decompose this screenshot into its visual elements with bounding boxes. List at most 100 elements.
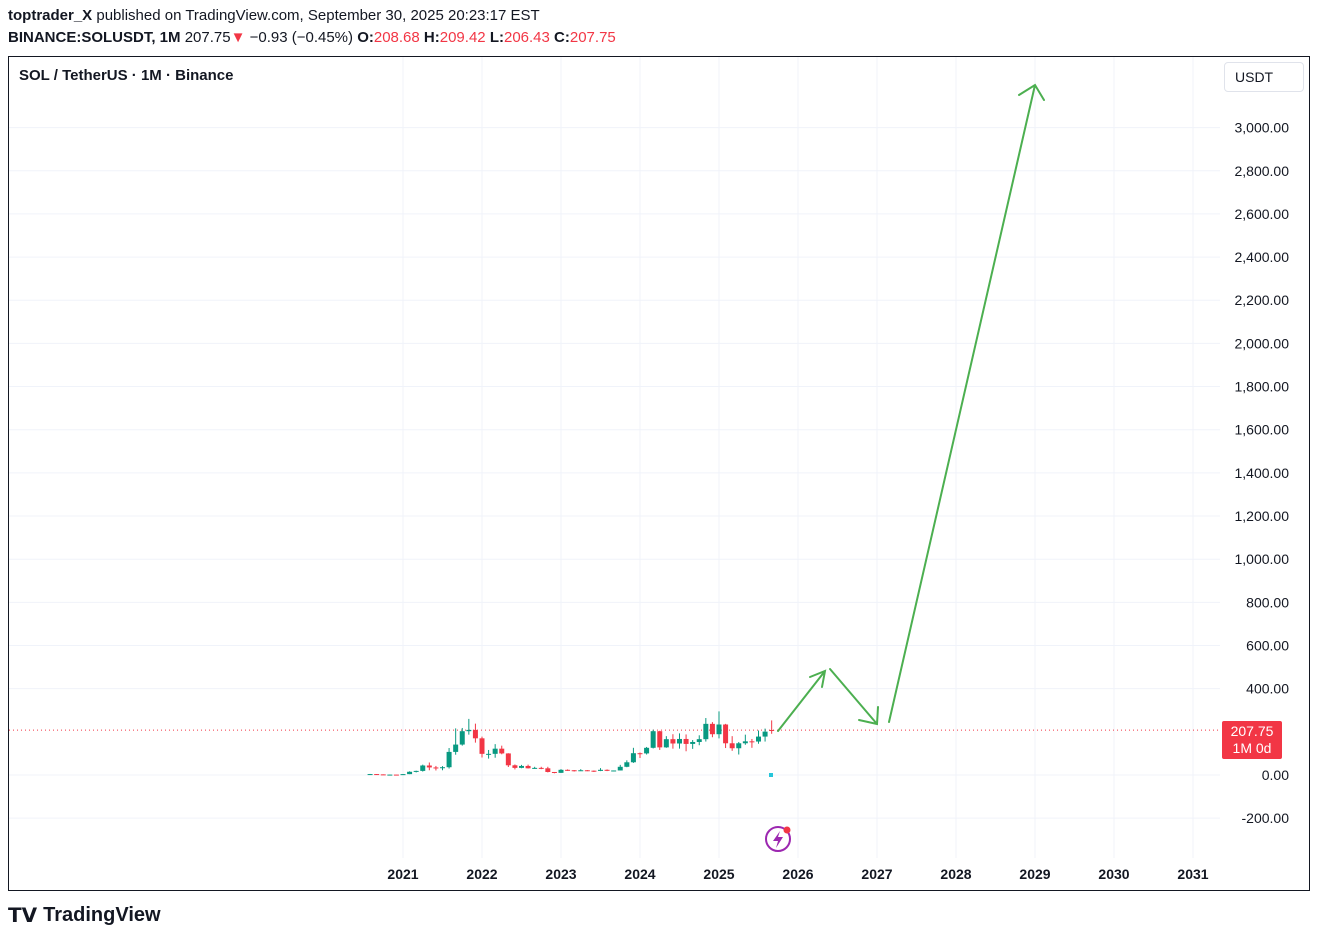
lightning-icon[interactable] — [765, 826, 791, 852]
y-tick-label: 3,000.00 — [1235, 120, 1290, 136]
candle[interactable] — [426, 762, 432, 771]
candle[interactable] — [584, 770, 590, 772]
arrow-down — [829, 668, 879, 726]
chart-frame[interactable] — [8, 56, 1310, 891]
y-tick-label: 1,000.00 — [1235, 551, 1290, 567]
symbol-info: BINANCE:SOLUSDT, 1M 207.75▼ −0.93 (−0.45… — [8, 29, 616, 46]
candle[interactable] — [729, 736, 735, 751]
candle[interactable] — [492, 744, 498, 758]
candle[interactable] — [683, 734, 689, 752]
candle[interactable] — [558, 769, 564, 773]
candle[interactable] — [650, 729, 656, 749]
candle[interactable] — [499, 745, 505, 755]
candle-body — [367, 774, 373, 776]
y-tick-label: 2,800.00 — [1235, 163, 1290, 179]
candle[interactable] — [723, 723, 729, 749]
candle[interactable] — [453, 728, 459, 755]
x-tick-label: 2026 — [782, 866, 813, 882]
candle[interactable] — [624, 760, 630, 768]
x-tick-label: 2030 — [1098, 866, 1129, 882]
candle[interactable] — [374, 774, 380, 776]
candle[interactable] — [519, 764, 524, 769]
candle[interactable] — [736, 741, 742, 755]
candle[interactable] — [657, 730, 663, 750]
candle-body — [479, 738, 485, 754]
y-tick-label: 2,200.00 — [1235, 292, 1290, 308]
candle[interactable] — [407, 771, 413, 775]
candle[interactable] — [756, 730, 761, 744]
y-tick-label: 2,400.00 — [1235, 249, 1290, 265]
candle-body — [604, 769, 610, 771]
candle[interactable] — [604, 769, 610, 772]
candle[interactable] — [617, 764, 623, 771]
change: −0.93 (−0.45%) — [249, 29, 354, 46]
candle[interactable] — [591, 770, 597, 772]
candle[interactable] — [420, 764, 426, 772]
currency-button[interactable]: USDT — [1224, 62, 1304, 92]
close-label: C: — [554, 29, 570, 46]
candle[interactable] — [670, 734, 676, 749]
candle[interactable] — [545, 766, 551, 773]
arrow-drawings[interactable] — [777, 83, 1045, 732]
candle-body — [769, 729, 775, 731]
candle[interactable] — [578, 769, 584, 772]
candle[interactable] — [716, 711, 722, 739]
candle[interactable] — [479, 736, 485, 758]
candle[interactable] — [512, 764, 518, 770]
x-tick-label: 2029 — [1019, 866, 1050, 882]
candle[interactable] — [630, 747, 636, 763]
candle[interactable] — [440, 766, 445, 771]
candle[interactable] — [459, 727, 465, 746]
candle[interactable] — [433, 765, 439, 771]
candle[interactable] — [525, 764, 531, 769]
tradingview-logo[interactable]: 𝗧𝗩 TradingView — [8, 903, 161, 928]
candle[interactable] — [393, 774, 399, 776]
candle[interactable] — [690, 740, 696, 749]
candle-body — [413, 770, 419, 772]
candle[interactable] — [762, 728, 768, 742]
arrow-up-1 — [777, 669, 827, 732]
y-tick-label: 1,800.00 — [1235, 379, 1290, 395]
x-tick-label: 2027 — [861, 866, 892, 882]
candle[interactable] — [387, 774, 393, 776]
candle[interactable] — [637, 752, 643, 758]
candle[interactable] — [709, 722, 715, 738]
candle-body — [492, 748, 498, 754]
candle[interactable] — [611, 770, 617, 772]
event-marker[interactable] — [769, 773, 773, 777]
candle-body — [650, 731, 656, 748]
candle[interactable] — [486, 749, 492, 759]
candle-body — [690, 741, 696, 744]
candle[interactable] — [598, 768, 603, 772]
candle[interactable] — [446, 748, 452, 769]
candle-body — [374, 774, 380, 776]
candle[interactable] — [532, 766, 538, 769]
candle[interactable] — [538, 766, 544, 770]
y-tick-label: 2,600.00 — [1235, 206, 1290, 222]
candle-body — [387, 774, 393, 776]
candle[interactable] — [696, 735, 702, 746]
candle[interactable] — [769, 720, 775, 734]
candle[interactable] — [749, 738, 755, 748]
candle[interactable] — [380, 774, 386, 776]
candle[interactable] — [367, 773, 373, 776]
candle[interactable] — [571, 770, 577, 772]
candle[interactable] — [677, 733, 682, 749]
candle[interactable] — [551, 771, 557, 774]
candle[interactable] — [703, 718, 709, 742]
candle[interactable] — [472, 723, 478, 743]
candle[interactable] — [400, 774, 406, 776]
author[interactable]: toptrader_X — [8, 7, 93, 24]
candle-body — [677, 738, 682, 744]
candle[interactable] — [742, 734, 748, 745]
candle[interactable] — [413, 770, 419, 773]
candle[interactable] — [565, 769, 571, 771]
candle[interactable] — [505, 753, 511, 768]
last-price: 207.75 — [184, 29, 231, 46]
candle[interactable] — [644, 746, 650, 755]
candle[interactable] — [663, 736, 669, 748]
candle-body — [459, 731, 465, 745]
x-tick-label: 2025 — [703, 866, 734, 882]
candle[interactable] — [466, 718, 472, 735]
